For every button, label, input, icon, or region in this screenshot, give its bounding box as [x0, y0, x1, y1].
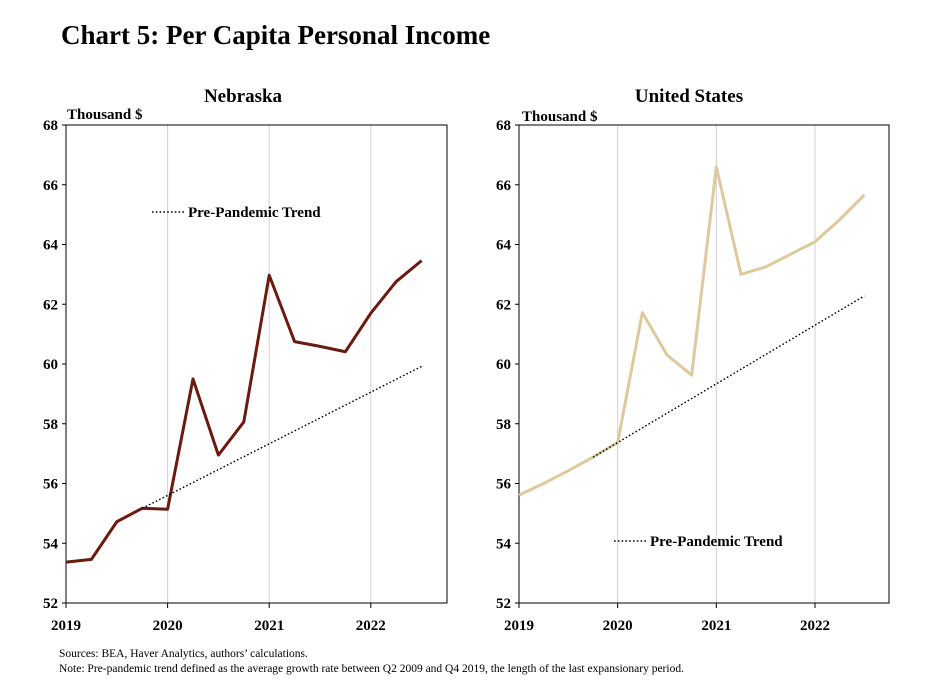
y-tick-label: 56 — [43, 477, 59, 493]
x-tick-label: 2021 — [254, 618, 284, 634]
trend-note: Note: Pre-pandemic trend defined as the … — [59, 663, 684, 675]
plot-frame — [518, 124, 890, 604]
x-tick-label: 2019 — [504, 618, 534, 634]
y-axis-label: Thousand $ — [67, 107, 143, 123]
income-line — [65, 259, 423, 564]
sources-note: Sources: BEA, Haver Analytics, authors’ … — [59, 648, 308, 660]
y-tick-label: 58 — [43, 417, 58, 433]
x-tick-label: 2020 — [603, 618, 633, 634]
y-tick-label: 52 — [496, 596, 511, 612]
y-tick-label: 62 — [43, 297, 58, 313]
y-tick-label: 66 — [43, 178, 59, 194]
y-axis-label: Thousand $ — [522, 109, 598, 125]
x-tick-label: 2021 — [701, 618, 731, 634]
y-tick-label: 52 — [43, 596, 58, 612]
y-tick-label: 68 — [496, 118, 511, 134]
y-tick-label: 64 — [496, 238, 512, 254]
y-tick-label: 62 — [496, 297, 511, 313]
y-tick-label: 60 — [496, 357, 511, 373]
united-states-panel: 52 54 56 58 60 62 64 66 68 2019 2020 2021 2022 United… — [496, 86, 890, 634]
legend-label: Pre-Pandemic Trend — [188, 205, 321, 221]
y-tick-label: 56 — [496, 477, 512, 493]
y-tick-label: 66 — [496, 178, 512, 194]
legend-label: Pre-Pandemic Trend — [650, 534, 783, 550]
trend-line — [592, 295, 865, 458]
y-tick-label: 68 — [43, 118, 58, 134]
chart-title: Chart 5: Per Capita Personal Income — [61, 20, 491, 50]
panel-title: United States — [635, 86, 743, 107]
trend-line — [141, 365, 422, 509]
y-tick-label: 58 — [496, 417, 511, 433]
y-tick-label: 60 — [43, 357, 58, 373]
x-tick-label: 2022 — [356, 618, 386, 634]
nebraska-panel: 52 54 56 58 60 62 64 66 68 2019 2020 2021 2022 Nebras… — [43, 86, 448, 634]
x-tick-label: 2020 — [153, 618, 183, 634]
panel-title: Nebraska — [204, 86, 283, 107]
y-tick-label: 54 — [496, 536, 512, 552]
income-line — [518, 165, 866, 497]
y-tick-label: 54 — [43, 536, 59, 552]
plot-frame — [65, 124, 448, 604]
x-tick-label: 2019 — [51, 618, 81, 634]
x-tick-label: 2022 — [800, 618, 830, 634]
footnotes: Sources: BEA, Haver Analytics, authors’ … — [59, 647, 684, 677]
y-tick-label: 64 — [43, 238, 59, 254]
